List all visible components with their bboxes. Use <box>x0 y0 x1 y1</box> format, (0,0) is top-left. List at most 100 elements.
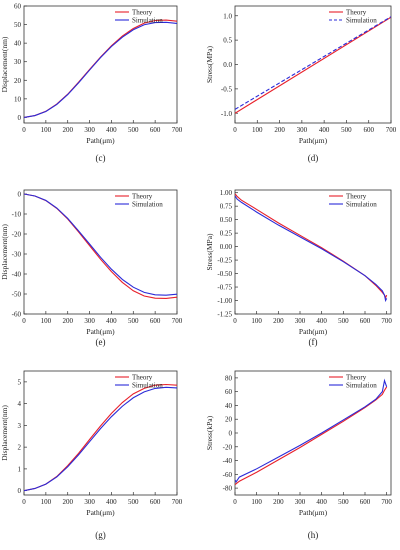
legend-label-theory: Theory <box>346 9 367 17</box>
x-tick-label: 700 <box>172 317 183 325</box>
series-line-theory <box>235 386 388 486</box>
y-axis-label: Stress(kPa) <box>205 415 214 450</box>
y-tick-label: 60 <box>225 388 233 396</box>
y-tick-label: 1.0 <box>223 12 232 20</box>
x-tick-label: 700 <box>172 498 183 506</box>
series-line-theory <box>235 193 388 300</box>
x-tick-label: 400 <box>106 498 117 506</box>
y-tick-label: -30 <box>12 251 22 259</box>
x-axis-label: Path(μm) <box>86 136 115 145</box>
series-line-simulation <box>24 193 177 296</box>
x-tick-label: 600 <box>150 126 161 134</box>
x-tick-label: 500 <box>338 317 349 325</box>
series-line-theory <box>24 193 177 299</box>
x-tick-label: 400 <box>106 126 117 134</box>
x-tick-label: 0 <box>233 126 237 134</box>
y-tick-label: -40 <box>223 457 233 465</box>
chart-panel-g: 0 100 200 300 400 500 600 700 0 1 2 3 4 5 Path(μm) Disp… <box>0 370 183 540</box>
panel-caption: (c) <box>96 153 106 163</box>
y-tick-label: 0.75 <box>220 203 233 211</box>
y-tick-label: -60 <box>12 311 22 319</box>
x-tick-label: 500 <box>338 498 349 506</box>
x-tick-label: 700 <box>172 126 183 134</box>
y-tick-label: 40 <box>225 402 233 410</box>
y-tick-label: 0 <box>18 114 22 122</box>
x-tick-label: 600 <box>360 317 371 325</box>
x-tick-label: 300 <box>295 498 306 506</box>
legend-label-simulation: Simulation <box>132 382 163 390</box>
y-tick-label: -1.0 <box>221 110 233 118</box>
y-tick-label: 20 <box>14 77 22 85</box>
x-tick-label: 400 <box>316 498 327 506</box>
x-tick-label: 300 <box>84 317 95 325</box>
y-tick-label: 5 <box>18 378 22 386</box>
legend-label-simulation: Simulation <box>132 201 163 209</box>
chart-panel-c: 0 100 200 300 400 500 600 700 0 10 20 30 40 50 60 Path(… <box>0 3 183 164</box>
y-tick-label: -0.5 <box>221 85 233 93</box>
y-tick-label: 0 <box>18 487 22 495</box>
y-tick-label: 80 <box>225 374 233 382</box>
x-tick-label: 700 <box>381 498 392 506</box>
legend-label-theory: Theory <box>346 193 367 201</box>
x-tick-label: 400 <box>106 317 117 325</box>
y-tick-label: -20 <box>223 443 233 451</box>
y-tick-label: 40 <box>14 40 22 48</box>
y-tick-label: 30 <box>14 58 22 66</box>
x-axis-label: Path(μm) <box>299 327 328 336</box>
y-tick-label: -60 <box>223 471 233 479</box>
x-tick-label: 100 <box>41 498 52 506</box>
series-line-theory <box>24 383 177 492</box>
y-tick-label: 3 <box>18 422 22 430</box>
chart-panel-e: 0 100 200 300 400 500 600 700 0 -10 -20 -30 -40 -50 -6… <box>0 189 183 347</box>
chart-panel-h: 0 100 200 300 400 500 600 700806040200-20-40-60… <box>205 370 392 540</box>
x-tick-label: 400 <box>319 126 330 134</box>
panel-caption: (e) <box>96 337 106 347</box>
y-tick-label: 1 <box>18 465 22 473</box>
x-tick-label: 100 <box>252 126 263 134</box>
x-tick-label: 600 <box>363 126 374 134</box>
y-tick-label: -10 <box>12 211 22 219</box>
x-tick-label: 200 <box>273 317 284 325</box>
x-tick-label: 500 <box>128 317 139 325</box>
series-line-simulation <box>235 195 388 303</box>
panel-caption: (g) <box>95 530 106 540</box>
legend-label-simulation: Simulation <box>132 17 163 25</box>
series-line-simulation <box>24 386 177 492</box>
y-tick-label: 20 <box>225 416 233 424</box>
y-tick-label: -40 <box>12 271 22 279</box>
y-axis-label: Stress(MPa) <box>205 233 214 271</box>
x-tick-label: 200 <box>274 126 285 134</box>
x-tick-label: 0 <box>233 317 237 325</box>
legend-label-theory: Theory <box>132 193 153 201</box>
y-axis-label: Displacement(nm) <box>0 224 9 280</box>
x-tick-label: 100 <box>251 317 262 325</box>
plot-frame <box>234 370 392 496</box>
legend-label-simulation: Simulation <box>346 382 377 390</box>
x-tick-label: 100 <box>41 317 52 325</box>
y-tick-label: 0 <box>229 430 233 438</box>
chart-panel-d: 0 100 200 300 400 500 600 700 -1.0 -0.5 0.0 0.5 1.0 P… <box>205 5 397 163</box>
y-axis-label: Displacement(nm) <box>0 36 9 92</box>
y-tick-label: 60 <box>14 3 22 11</box>
x-tick-label: 0 <box>22 498 26 506</box>
x-tick-label: 200 <box>62 126 73 134</box>
panel-caption: (f) <box>309 337 318 347</box>
x-tick-label: 600 <box>360 498 371 506</box>
x-tick-label: 300 <box>295 317 306 325</box>
y-tick-label: -0.50 <box>217 270 232 278</box>
x-tick-label: 400 <box>316 317 327 325</box>
legend-label-simulation: Simulation <box>346 17 377 25</box>
x-tick-label: 200 <box>62 498 73 506</box>
x-tick-label: 0 <box>22 317 26 325</box>
x-axis-label: Path(μm) <box>86 508 115 517</box>
x-tick-label: 600 <box>150 498 161 506</box>
legend-label-simulation: Simulation <box>346 201 377 209</box>
plot-frame <box>23 5 178 124</box>
series-line-simulation <box>235 16 391 110</box>
x-tick-label: 700 <box>381 317 392 325</box>
legend-label-theory: Theory <box>132 9 153 17</box>
panel-caption: (d) <box>308 153 319 163</box>
x-tick-label: 500 <box>128 126 139 134</box>
x-tick-label: 200 <box>62 317 73 325</box>
